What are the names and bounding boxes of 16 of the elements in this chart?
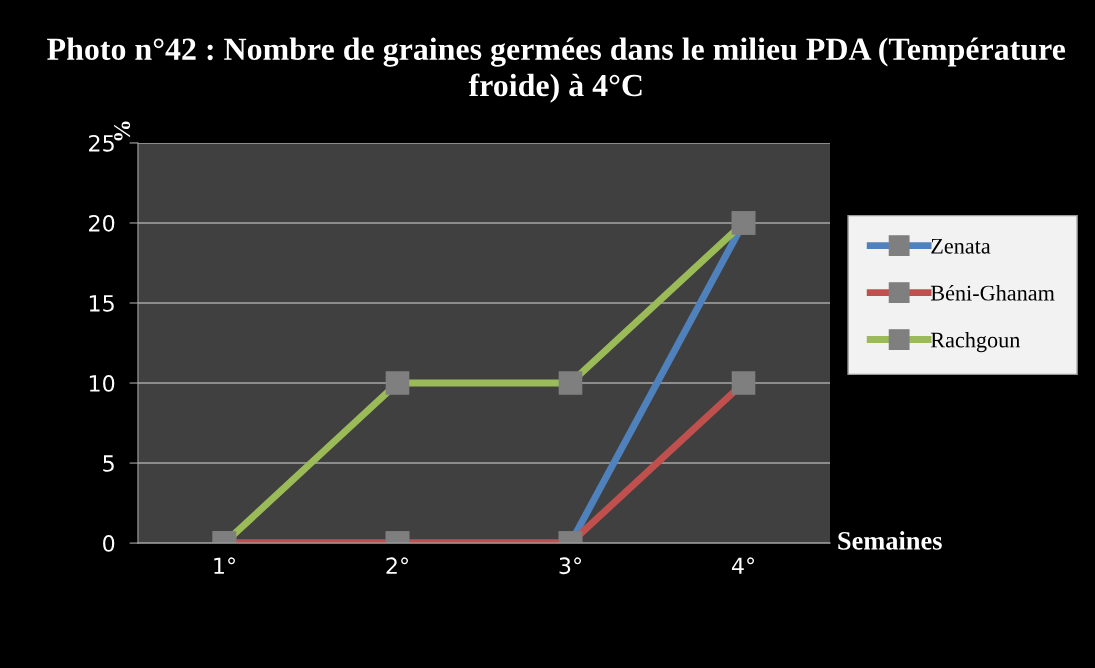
x-axis-title: Semaines xyxy=(838,531,942,550)
y-tick-label: 0 xyxy=(103,535,115,552)
x-tick-label: 4° xyxy=(731,557,755,574)
legend-label: Rachgoun xyxy=(930,331,1021,353)
y-tick-label: 15 xyxy=(89,295,114,312)
x-tick-label: 3° xyxy=(559,557,582,575)
x-tick-label: 2° xyxy=(386,557,408,574)
y-tick-label: 10 xyxy=(89,374,115,392)
y-tick-label: 25 xyxy=(89,134,114,152)
y-tick-label: 5 xyxy=(103,455,114,472)
legend-label: Béni-Ghanam xyxy=(930,284,1055,301)
y-tick-label: 20 xyxy=(89,214,115,232)
chart-title: Photo n°42 : Nombre de graines germées dans le milieu PDA (Température froide) à 4°C xyxy=(47,37,1066,103)
x-tick-label: 1° xyxy=(214,557,235,574)
y-axis-title: % xyxy=(114,121,131,141)
legend-label: Zenata xyxy=(931,238,991,254)
